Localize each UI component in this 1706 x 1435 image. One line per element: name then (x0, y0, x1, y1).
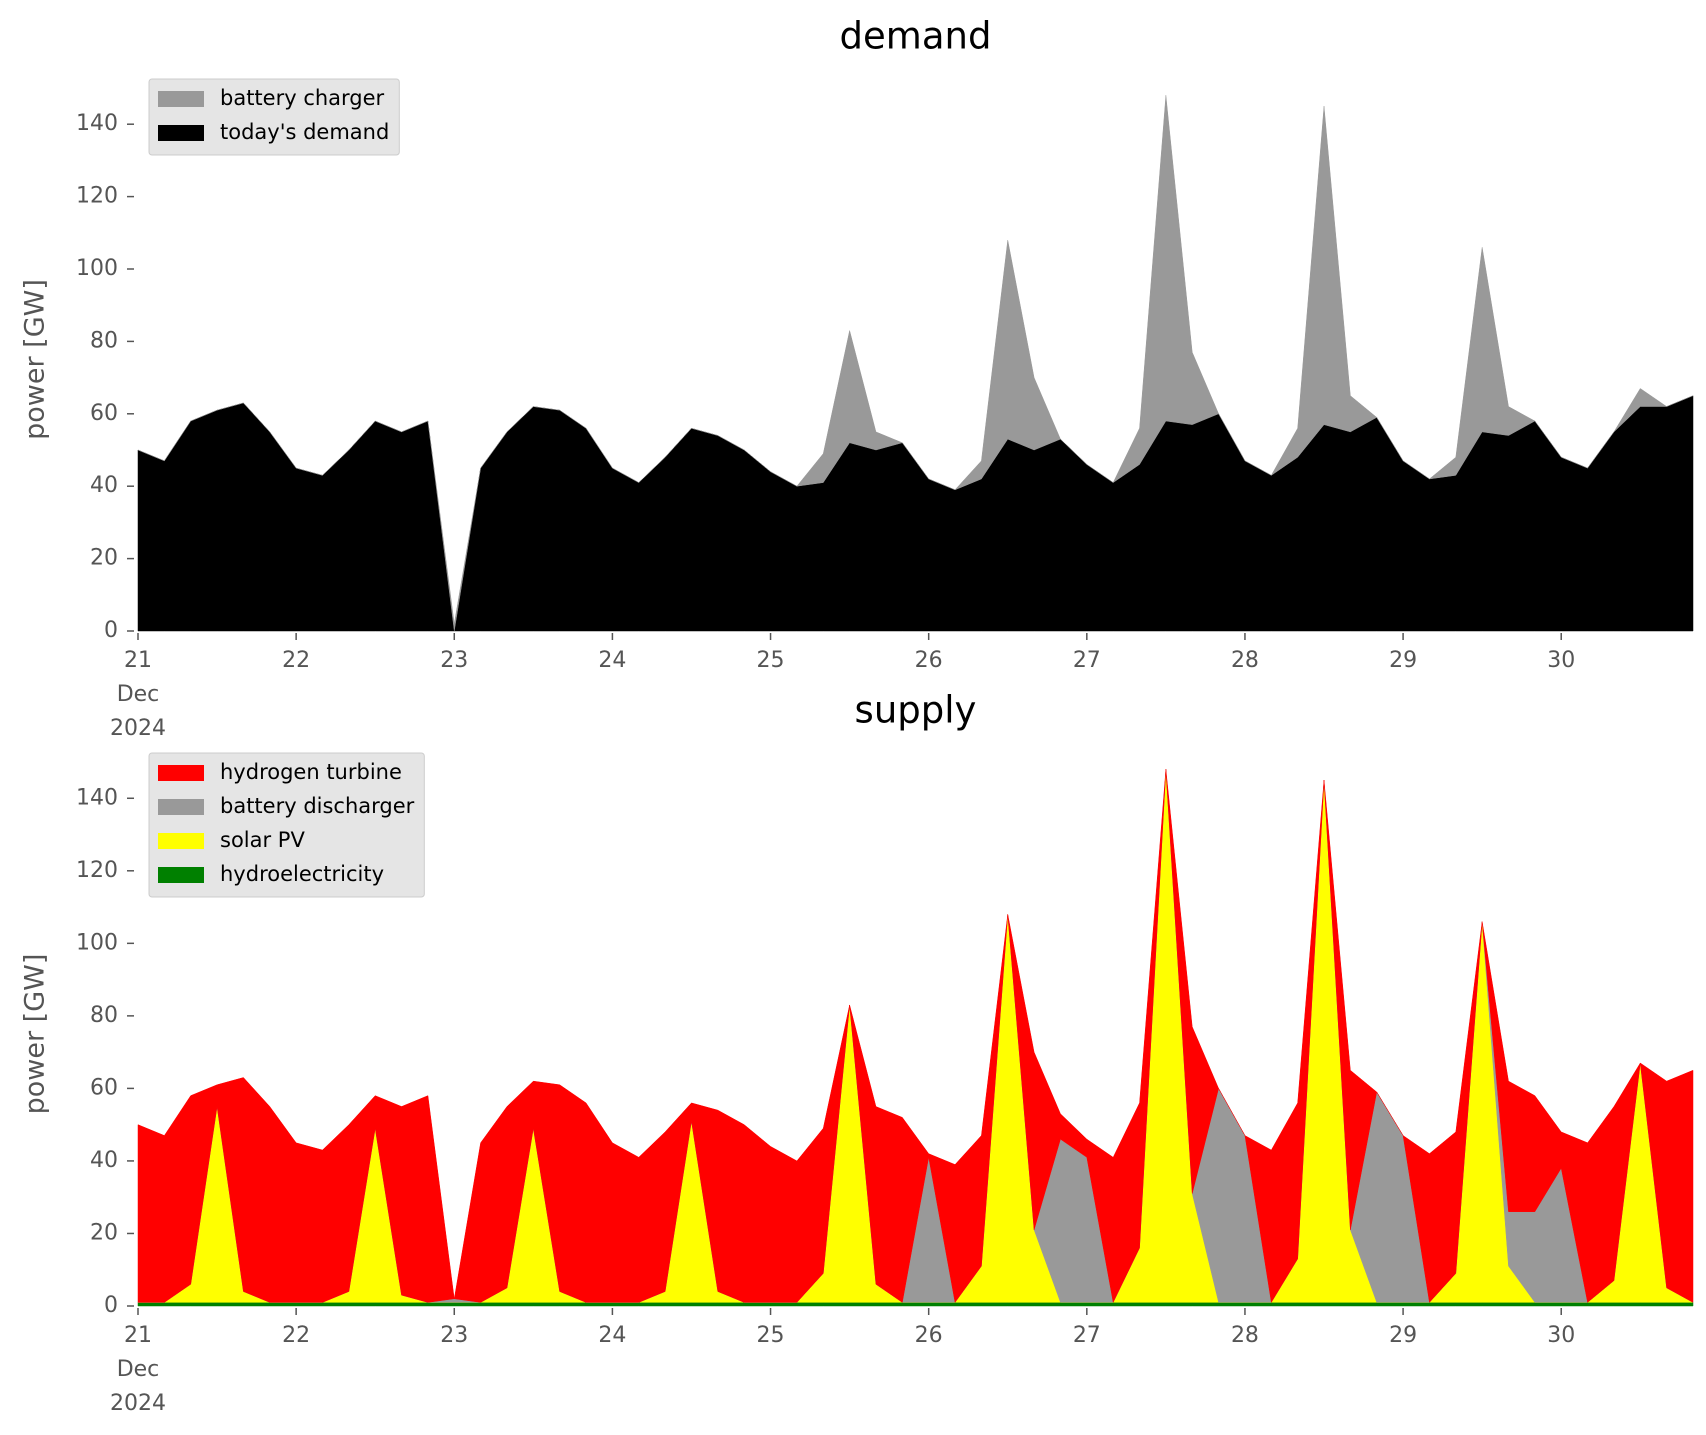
legend-label: hydroelectricity (220, 862, 384, 886)
y-axis-label: power [GW] (20, 954, 51, 1115)
chart-title: demand (840, 15, 992, 58)
y-tick-label: 60 (90, 401, 118, 426)
y-tick-label: 60 (90, 1075, 118, 1100)
x-tick-label-line: 21 (124, 1323, 152, 1348)
y-tick-label: 80 (90, 328, 118, 353)
legend-label: solar PV (220, 828, 305, 852)
x-tick-label-line: 23 (440, 1323, 468, 1348)
y-tick-label: 20 (90, 1220, 118, 1245)
y-tick-label: 140 (76, 111, 118, 136)
x-tick-label-line: 25 (757, 1323, 785, 1348)
area (137, 769, 1694, 1304)
x-tick-label: 27 (1073, 1323, 1101, 1348)
legend-swatch (158, 833, 204, 849)
y-tick-label: 0 (104, 618, 118, 643)
legend-label: battery discharger (220, 794, 415, 818)
y-tick-label: 120 (76, 184, 118, 209)
x-tick-label: 21 Dec 2024 (110, 648, 166, 741)
y-tick-label: 140 (76, 785, 118, 810)
x-tick-label: 28 (1231, 648, 1259, 673)
x-tick-label: 22 (282, 1323, 310, 1348)
x-tick-label-line: 30 (1547, 1323, 1575, 1348)
y-tick-label: 80 (90, 1003, 118, 1028)
x-tick-label: 29 (1389, 1323, 1417, 1348)
chart-title: supply (855, 689, 977, 732)
legend-swatch (158, 867, 204, 883)
legend (148, 752, 425, 898)
y-tick-label: 120 (76, 858, 118, 883)
x-tick-label-line: 27 (1073, 648, 1101, 673)
x-tick-label-line: Dec (117, 1357, 160, 1382)
x-tick-label: 27 (1073, 648, 1101, 673)
x-tick-label-line: 2024 (110, 1391, 166, 1416)
x-tick-label-line: 26 (915, 1323, 943, 1348)
x-tick-label: 30 (1547, 1323, 1575, 1348)
x-tick-label-line: 28 (1231, 1323, 1259, 1348)
x-tick-label: 25 (757, 1323, 785, 1348)
x-tick-label: 26 (915, 648, 943, 673)
x-tick-label: 30 (1547, 648, 1575, 673)
x-tick-label: 24 (598, 1323, 626, 1348)
y-tick-label: 100 (76, 256, 118, 281)
x-tick-label-line: 29 (1389, 648, 1417, 673)
x-tick-label-line: 2024 (110, 716, 166, 741)
x-tick-label-line: 24 (598, 648, 626, 673)
x-tick-label-line: 26 (915, 648, 943, 673)
y-tick-label: 0 (104, 1293, 118, 1318)
x-tick-label-line: 29 (1389, 1323, 1417, 1348)
legend-label: hydrogen turbine (220, 760, 402, 784)
legend-label: today's demand (220, 120, 389, 144)
x-tick-label: 24 (598, 648, 626, 673)
y-tick-label: 40 (90, 1148, 118, 1173)
x-tick-label-line: 23 (440, 648, 468, 673)
area (137, 95, 1694, 632)
x-tick-label-line: 28 (1231, 648, 1259, 673)
x-tick-label: 23 (440, 648, 468, 673)
legend-swatch (158, 799, 204, 815)
x-tick-label: 22 (282, 648, 310, 673)
x-tick-label: 28 (1231, 1323, 1259, 1348)
legend-swatch (158, 765, 204, 781)
x-tick-label: 26 (915, 1323, 943, 1348)
x-tick-label-line: Dec (117, 682, 160, 707)
legend-label: battery charger (220, 86, 385, 110)
legend-swatch (158, 91, 204, 107)
x-tick-label-line: 24 (598, 1323, 626, 1348)
x-tick-label: 25 (757, 648, 785, 673)
area (137, 1302, 1694, 1307)
x-tick-label-line: 30 (1547, 648, 1575, 673)
x-tick-label: 21 Dec 2024 (110, 1323, 166, 1416)
legend (148, 78, 400, 156)
y-tick-label: 20 (90, 546, 118, 571)
x-tick-label-line: 22 (282, 648, 310, 673)
x-tick-label-line: 21 (124, 648, 152, 673)
x-tick-label: 23 (440, 1323, 468, 1348)
y-tick-label: 40 (90, 473, 118, 498)
legend-swatch (158, 125, 204, 141)
x-tick-label-line: 25 (757, 648, 785, 673)
x-tick-label-line: 22 (282, 1323, 310, 1348)
y-tick-label: 100 (76, 930, 118, 955)
y-axis-label: power [GW] (20, 279, 51, 440)
x-tick-label: 29 (1389, 648, 1417, 673)
x-tick-label-line: 27 (1073, 1323, 1101, 1348)
